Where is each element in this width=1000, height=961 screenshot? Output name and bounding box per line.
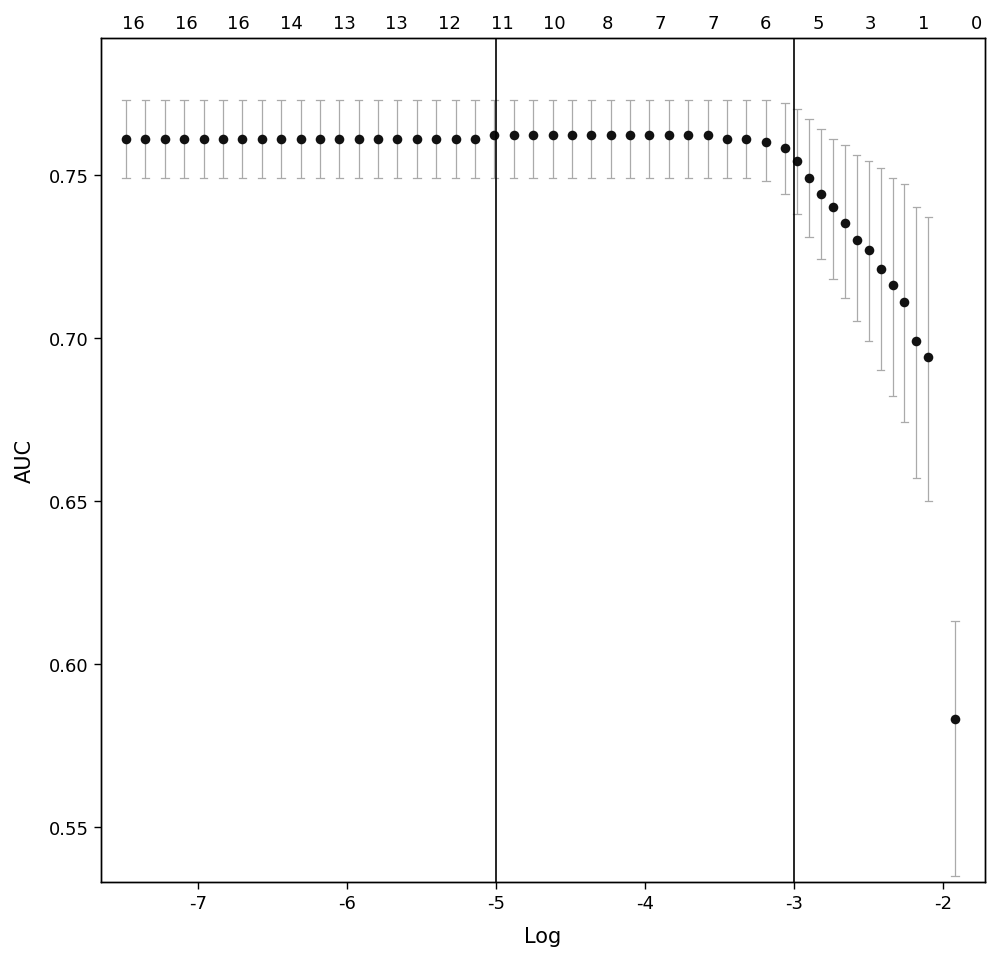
Point [118,132,134,147]
Point [680,129,696,144]
Point [583,129,599,144]
Point [389,132,405,147]
Point [157,132,173,147]
Point [837,216,853,232]
Point [813,187,829,203]
Point [622,129,638,144]
Point [351,132,367,147]
Point [428,132,444,147]
Point [370,132,386,147]
Point [885,279,901,294]
Point [196,132,212,147]
Point [545,129,561,144]
Point [719,132,735,147]
Point [254,132,270,147]
Point [273,132,289,147]
Point [700,129,716,144]
Point [777,141,793,157]
Point [176,132,192,147]
Point [849,233,865,248]
Point [137,132,153,147]
Point [801,171,817,186]
Point [215,132,231,147]
Point [861,242,877,258]
Point [908,333,924,349]
X-axis label: Log: Log [524,926,561,946]
Point [312,132,328,147]
Point [409,132,425,147]
Point [920,350,936,365]
Point [758,136,774,151]
Point [789,155,805,170]
Point [641,129,657,144]
Point [525,129,541,144]
Point [293,132,309,147]
Y-axis label: AUC: AUC [15,438,35,482]
Point [603,129,619,144]
Point [486,129,502,144]
Point [947,712,963,727]
Point [448,132,464,147]
Point [738,132,754,147]
Point [825,200,841,215]
Point [896,295,912,310]
Point [873,262,889,278]
Point [331,132,347,147]
Point [234,132,250,147]
Point [564,129,580,144]
Point [467,132,483,147]
Point [661,129,677,144]
Point [506,129,522,144]
